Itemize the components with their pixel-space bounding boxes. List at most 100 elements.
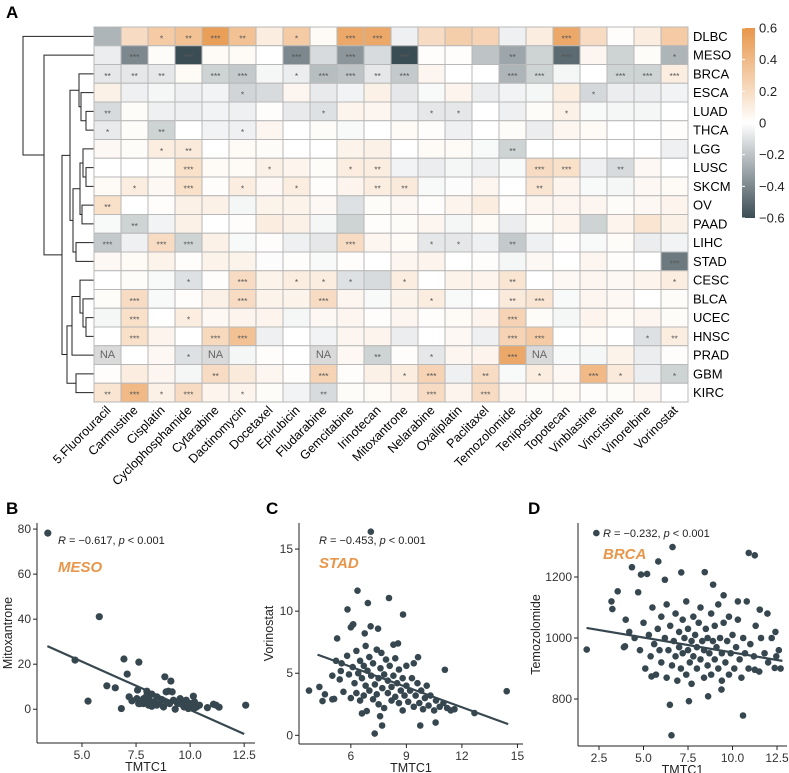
heatmap-cell bbox=[606, 45, 635, 65]
data-point bbox=[716, 634, 724, 642]
significance-stars: ** bbox=[212, 371, 219, 381]
stat-value: < 0.001 bbox=[125, 535, 165, 547]
data-point bbox=[645, 631, 653, 639]
na-label: NA bbox=[532, 349, 548, 361]
data-point bbox=[734, 616, 742, 624]
data-point bbox=[628, 563, 636, 571]
data-point bbox=[356, 697, 364, 704]
heatmap-cell bbox=[147, 101, 176, 122]
significance-stars: *** bbox=[157, 240, 168, 250]
row-label: LUAD bbox=[693, 104, 728, 119]
heatmap-cell bbox=[255, 289, 284, 309]
heatmap-cell bbox=[120, 157, 149, 178]
significance-stars: * bbox=[430, 352, 434, 362]
significance-stars: ** bbox=[374, 352, 381, 362]
heatmap-cell bbox=[525, 307, 554, 328]
data-point bbox=[777, 665, 784, 672]
heatmap-cell bbox=[525, 139, 554, 159]
significance-stars: *** bbox=[481, 390, 492, 400]
heatmap-cell bbox=[147, 195, 176, 215]
y-tick-label: 40 bbox=[18, 612, 32, 626]
significance-stars: * bbox=[241, 183, 245, 193]
heatmap-cell bbox=[282, 251, 311, 272]
heatmap-cell bbox=[255, 364, 284, 384]
heatmap-cell bbox=[660, 120, 689, 140]
heatmap-cell bbox=[228, 139, 257, 159]
data-point bbox=[343, 652, 351, 660]
heatmap-cell bbox=[336, 195, 365, 215]
significance-stars: *** bbox=[319, 296, 330, 306]
data-point bbox=[625, 628, 633, 636]
data-point bbox=[135, 699, 143, 708]
heatmap-cell bbox=[606, 176, 635, 197]
heatmap-cell bbox=[498, 251, 527, 272]
heatmap-cell bbox=[444, 382, 473, 403]
heatmap-cell bbox=[201, 176, 230, 197]
significance-stars: * bbox=[241, 90, 245, 100]
heatmap-cell bbox=[417, 214, 446, 234]
heatmap-cell bbox=[552, 139, 581, 159]
data-point bbox=[669, 543, 676, 551]
heatmap-cell bbox=[579, 382, 608, 403]
significance-stars: * bbox=[430, 296, 434, 306]
heatmap-cell bbox=[606, 232, 635, 253]
heatmap-cell bbox=[390, 345, 419, 365]
significance-stars: * bbox=[187, 315, 191, 325]
heatmap-cell bbox=[282, 157, 311, 178]
heatmap-cell bbox=[336, 101, 365, 122]
heatmap-cell bbox=[417, 120, 446, 140]
heatmap-cell bbox=[282, 82, 311, 103]
data-point bbox=[360, 692, 368, 699]
heatmap-cell bbox=[201, 139, 230, 159]
heatmap-cell bbox=[120, 120, 149, 140]
data-point bbox=[675, 628, 683, 636]
heatmap-cell bbox=[417, 45, 446, 65]
data-point bbox=[401, 692, 408, 699]
heatmap-cell bbox=[255, 101, 284, 122]
data-point bbox=[451, 705, 458, 713]
heatmap-cell bbox=[579, 289, 608, 309]
heatmap-cell bbox=[390, 232, 419, 253]
data-point bbox=[654, 558, 662, 565]
heatmap-cell bbox=[471, 326, 500, 347]
y-axis-title: Temozolomide bbox=[529, 594, 543, 675]
data-point bbox=[384, 689, 392, 697]
heatmap-cell bbox=[282, 289, 311, 309]
data-point bbox=[117, 704, 125, 713]
significance-stars: * bbox=[430, 240, 434, 250]
heatmap-cell bbox=[606, 195, 635, 215]
heatmap-cell bbox=[363, 214, 392, 234]
heatmap-cell bbox=[228, 157, 257, 178]
heatmap-cell bbox=[282, 326, 311, 347]
data-point bbox=[736, 656, 743, 663]
heatmap-cell bbox=[336, 326, 365, 347]
correlation-annotation: R = −0.232, p < 0.001 bbox=[603, 528, 710, 540]
data-point bbox=[711, 622, 719, 630]
heatmap-cell bbox=[444, 307, 473, 328]
dendrogram-branch bbox=[79, 279, 94, 314]
heatmap-cell bbox=[471, 289, 500, 309]
heatmap-cell bbox=[282, 120, 311, 140]
data-point bbox=[752, 622, 759, 630]
x-tick-label: 9 bbox=[403, 749, 410, 763]
heatmap-cell bbox=[471, 345, 500, 365]
row-label: LUSC bbox=[693, 160, 728, 175]
data-point bbox=[751, 552, 759, 559]
heatmap-cell bbox=[471, 176, 500, 197]
heatmap-cell bbox=[174, 289, 203, 309]
heatmap-cell bbox=[363, 382, 392, 403]
heatmap-cell bbox=[255, 214, 284, 234]
heatmap-cell bbox=[201, 382, 230, 403]
heatmap-cell bbox=[525, 382, 554, 403]
heatmap-cell bbox=[174, 64, 203, 84]
heatmap-cell bbox=[633, 232, 662, 253]
heatmap-cell bbox=[633, 120, 662, 140]
heatmap-cell bbox=[471, 101, 500, 122]
data-point bbox=[666, 622, 674, 630]
data-point bbox=[682, 598, 690, 605]
significance-stars: * bbox=[565, 108, 569, 118]
significance-stars: * bbox=[538, 371, 542, 381]
data-point bbox=[661, 634, 669, 642]
data-point bbox=[111, 684, 119, 692]
data-point bbox=[414, 653, 422, 661]
